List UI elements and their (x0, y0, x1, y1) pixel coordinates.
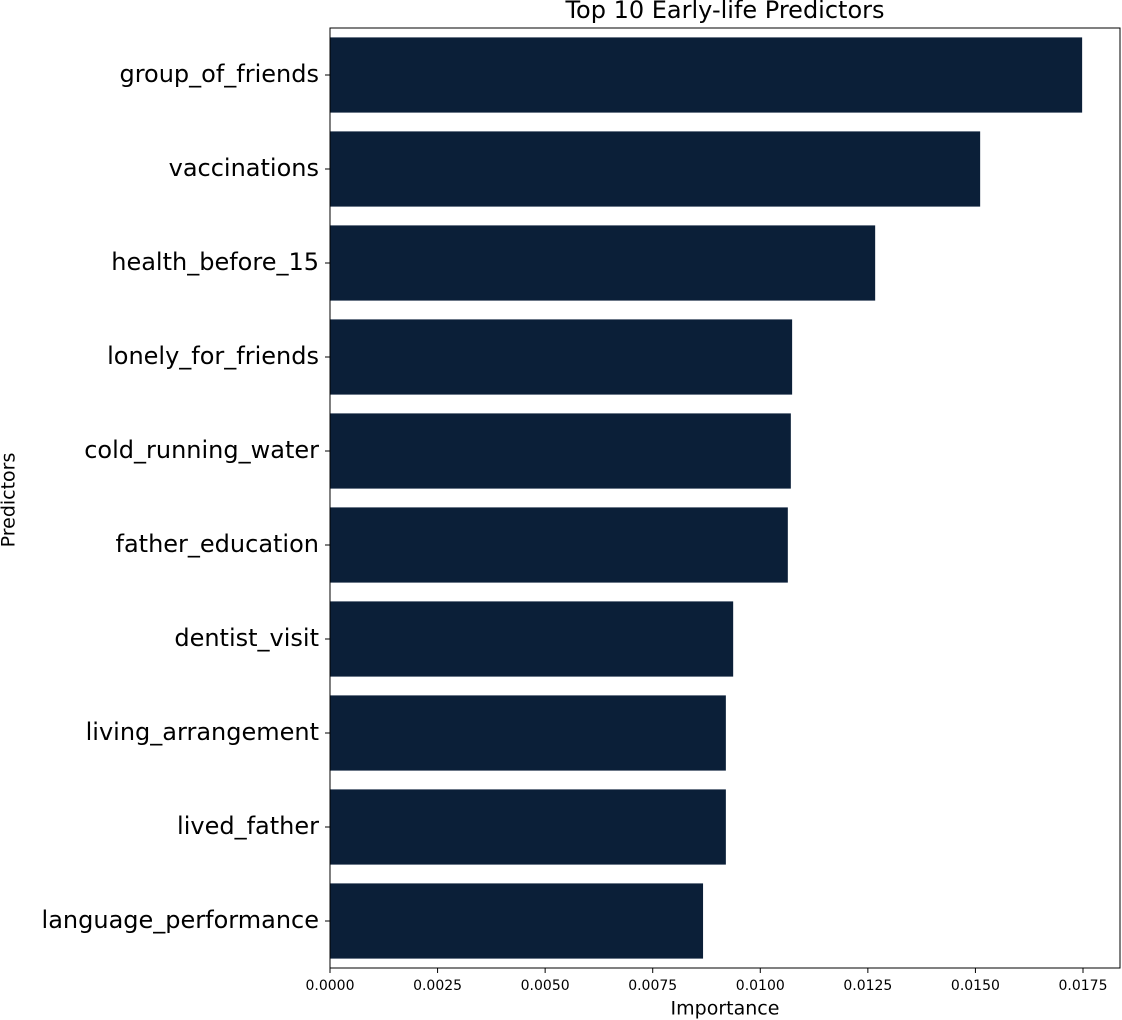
x-tick-label: 0.0025 (413, 978, 462, 994)
x-axis-label: Importance (671, 998, 780, 1020)
y-tick-label: language_performance (42, 906, 319, 934)
x-tick-label: 0.0050 (521, 978, 570, 994)
y-tick-label: group_of_friends (119, 60, 319, 88)
bar (330, 319, 793, 395)
x-tick-label: 0.0150 (951, 978, 1000, 994)
y-tick-label: living_arrangement (86, 718, 319, 746)
bar (330, 413, 791, 489)
chart-title: Top 10 Early-life Predictors (564, 0, 884, 24)
y-tick-label: dentist_visit (174, 624, 319, 652)
bar (330, 37, 1083, 113)
x-tick-label: 0.0100 (736, 978, 785, 994)
y-tick-label: health_before_15 (111, 248, 319, 276)
x-tick-label: 0.0125 (843, 978, 892, 994)
bar (330, 507, 788, 583)
x-tick-label: 0.0175 (1058, 978, 1107, 994)
y-axis-label: Predictors (0, 453, 20, 548)
bar (330, 695, 726, 771)
y-tick-label: lived_father (177, 812, 319, 840)
plot-frame (329, 27, 1121, 969)
bar (330, 601, 734, 677)
bar (330, 225, 876, 301)
y-tick-label: father_education (116, 530, 320, 558)
y-tick-label: cold_running_water (84, 436, 319, 464)
x-tick-label: 0.0000 (306, 978, 355, 994)
bar (330, 789, 726, 865)
y-tick-label: lonely_for_friends (107, 342, 319, 370)
bar (330, 883, 704, 959)
bar (330, 131, 981, 207)
x-tick-label: 0.0075 (628, 978, 677, 994)
y-tick-label: vaccinations (169, 154, 319, 182)
